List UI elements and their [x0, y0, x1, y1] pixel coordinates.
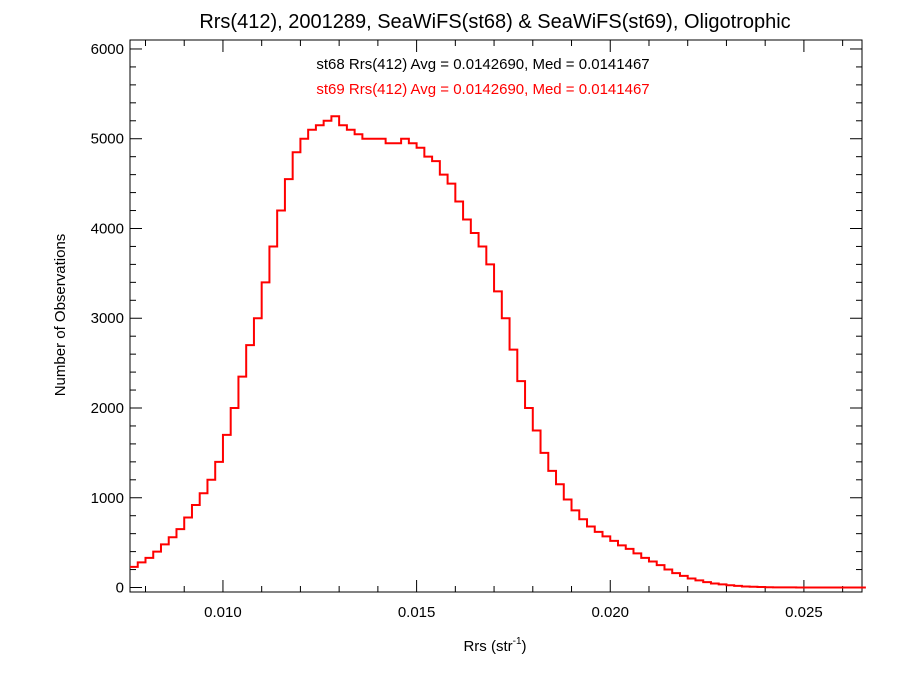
x-tick-label: 0.010	[204, 604, 242, 621]
x-tick-label: 0.015	[398, 604, 436, 621]
stats-annotation-1: st68 Rrs(412) Avg = 0.0142690, Med = 0.0…	[316, 56, 649, 73]
x-axis-label-superscript: -1	[513, 636, 522, 647]
x-tick-label: 0.025	[785, 604, 823, 621]
stats-annotation-2: st69 Rrs(412) Avg = 0.0142690, Med = 0.0…	[316, 81, 649, 98]
y-tick-label: 2000	[91, 400, 124, 417]
y-tick-label: 4000	[91, 220, 124, 237]
x-axis-label-close: )	[522, 638, 527, 655]
y-tick-label: 6000	[91, 41, 124, 58]
plot-frame	[129, 39, 863, 593]
x-tick-label: 0.020	[591, 604, 629, 621]
x-axis-label: Rrs (str-1)	[463, 636, 526, 655]
y-tick-label: 5000	[91, 131, 124, 148]
y-tick-label: 0	[116, 580, 124, 597]
y-tick-label: 1000	[91, 490, 124, 507]
histogram-series-1	[130, 115, 866, 589]
y-tick-label: 3000	[91, 310, 124, 327]
chart-title: Rrs(412), 2001289, SeaWiFS(st68) & SeaWi…	[199, 11, 790, 33]
x-axis-label-main: Rrs (str	[463, 638, 512, 655]
y-axis-label: Number of Observations	[52, 234, 69, 397]
